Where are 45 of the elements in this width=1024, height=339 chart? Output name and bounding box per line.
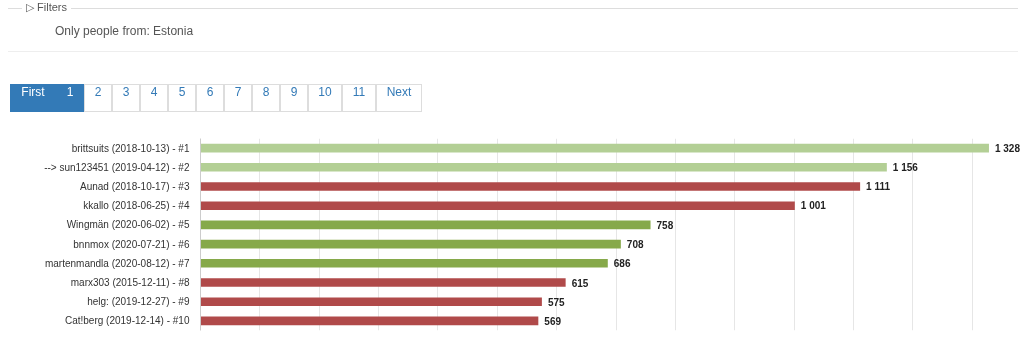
data-label: 615 [571, 277, 589, 289]
y-tick-label: brittsuits (2018-10-13) - #1 [71, 142, 190, 154]
text: 9 [280, 84, 308, 112]
y-tick-label: Aunad (2018-10-17) - #3 [79, 181, 190, 192]
data-label: 758 [656, 219, 674, 231]
bar [200, 143, 989, 153]
data-label: 686 [613, 258, 631, 270]
text: 5 [168, 84, 196, 112]
text: Next [376, 84, 422, 112]
text: First [10, 84, 56, 112]
bar [200, 182, 861, 191]
data-label: 1 156 [892, 161, 919, 173]
y-tick-label: kkallo (2018-06-25) - #4 [83, 200, 190, 212]
text: Only people from: Estonia [55, 24, 194, 38]
text: 6 [196, 84, 224, 112]
y-tick-label: Cat!berg (2019-12-14) - #10 [64, 315, 190, 327]
y-tick-label: bnnmox (2020-07-21) - #6 [73, 238, 190, 250]
data-label: 575 [547, 296, 566, 308]
text: 3 [112, 84, 140, 112]
data-label: 1 328 [994, 142, 1021, 154]
bar [200, 162, 887, 172]
bar [200, 220, 651, 230]
bar [200, 316, 539, 326]
data-label: 708 [626, 239, 644, 251]
bar [200, 258, 608, 268]
y-tick-label: Wingmän (2020-06-02) - #5 [66, 219, 190, 231]
text: 11 [342, 84, 376, 112]
data-label: 569 [544, 315, 562, 327]
bar [200, 201, 795, 211]
text: 7 [224, 84, 252, 112]
text: 8 [252, 84, 280, 112]
data-label: 1 001 [800, 200, 827, 212]
bar [200, 278, 566, 287]
y-tick-label: --> sun123451 (2019-04-12) - #2 [44, 161, 190, 173]
text: 1 [56, 84, 84, 112]
text: ▷ Filters [22, 1, 71, 14]
text: 10 [308, 84, 342, 112]
y-tick-label: marx303 (2015-12-11) - #8 [70, 277, 190, 288]
y-tick-label: helg: (2019-12-27) - #9 [87, 296, 190, 308]
data-label: 1 111 [866, 181, 891, 192]
text: 2 [84, 84, 112, 112]
bar [200, 297, 542, 307]
y-tick-label: martenmandla (2020-08-12) - #7 [44, 257, 190, 269]
bar [200, 239, 621, 249]
text: 4 [140, 84, 168, 112]
